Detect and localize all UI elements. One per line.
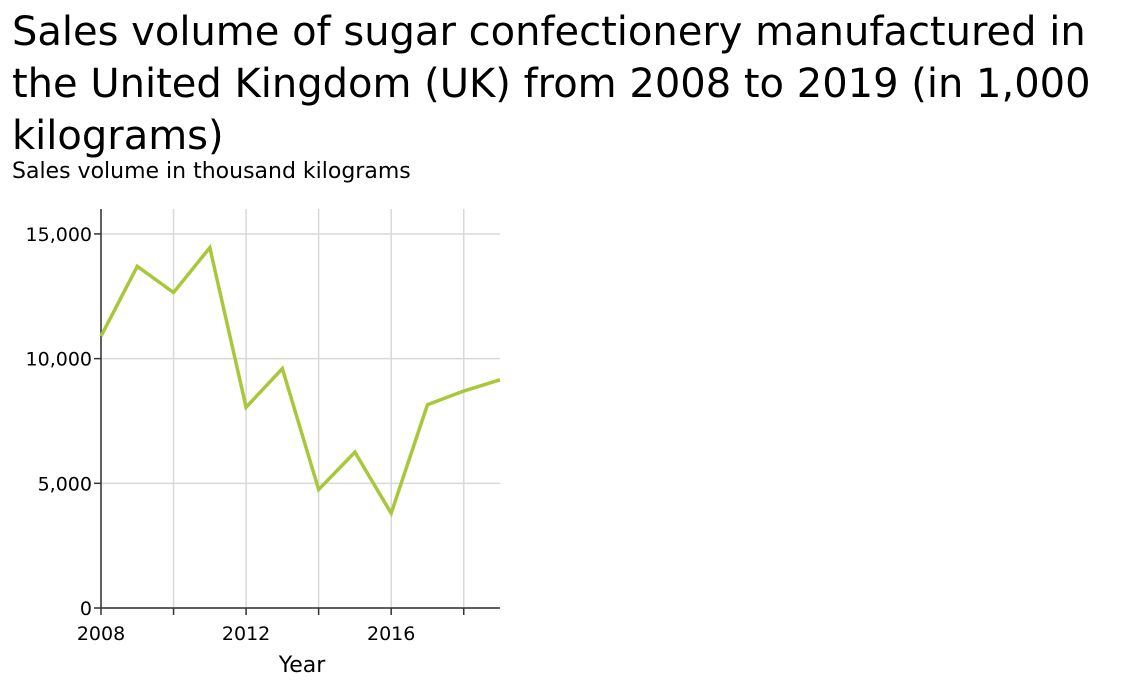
y-tick-label: 5,000 — [38, 473, 92, 495]
y-tick-label: 15,000 — [26, 224, 92, 246]
series-line — [99, 243, 501, 518]
series-layer — [99, 243, 501, 518]
axes — [94, 209, 500, 615]
x-tick-label: 2012 — [222, 623, 270, 645]
x-tick-label: 2016 — [367, 623, 415, 645]
y-tick-label: 0 — [80, 598, 92, 620]
y-tick-label: 10,000 — [26, 349, 92, 371]
y-axis-label: Sales volume in thousand kilograms — [12, 159, 411, 184]
chart-title: Sales volume of sugar confectionery manu… — [12, 9, 1091, 159]
x-axis-label: Year — [278, 653, 327, 678]
grid-lines — [100, 209, 500, 609]
tick-labels: 2008 2012 2016 0 5,000 10,000 15,000 — [26, 224, 416, 645]
x-tick-label: 2008 — [77, 623, 125, 645]
